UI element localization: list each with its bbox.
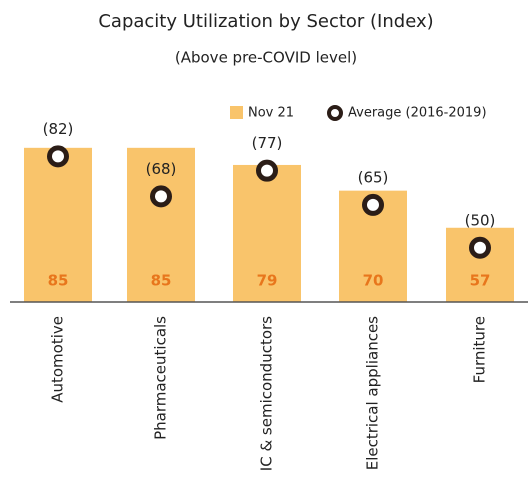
average-label: (50)	[465, 211, 496, 229]
average-marker	[469, 236, 491, 259]
bar-value-label: 70	[363, 272, 384, 290]
legend-swatch	[230, 106, 243, 119]
x-tick-label: Electrical appliances	[364, 316, 382, 470]
legend-label: Nov 21	[248, 106, 294, 121]
legend-label: Average (2016-2019)	[348, 106, 487, 121]
legend-marker	[327, 105, 343, 121]
average-marker	[362, 193, 384, 216]
average-marker	[256, 159, 278, 182]
x-tick-label: IC & semiconductors	[258, 316, 276, 471]
bar	[233, 164, 301, 302]
average-label: (82)	[43, 120, 74, 138]
average-marker	[47, 145, 69, 168]
x-tick-label: Furniture	[471, 316, 489, 383]
chart-subtitle: (Above pre-COVID level)	[175, 49, 357, 67]
average-marker	[150, 185, 172, 208]
bar-value-label: 85	[151, 272, 172, 290]
average-label: (68)	[146, 160, 177, 178]
bar	[24, 147, 92, 302]
bar-value-label: 57	[470, 272, 491, 290]
average-label: (65)	[358, 168, 389, 186]
bar	[127, 147, 195, 302]
bar-value-label: 85	[48, 272, 69, 290]
bar-value-label: 79	[257, 272, 278, 290]
chart-title: Capacity Utilization by Sector (Index)	[98, 11, 433, 32]
x-tick-label: Automotive	[49, 316, 67, 403]
x-tick-label: Pharmaceuticals	[152, 316, 170, 440]
average-label: (77)	[252, 134, 283, 152]
